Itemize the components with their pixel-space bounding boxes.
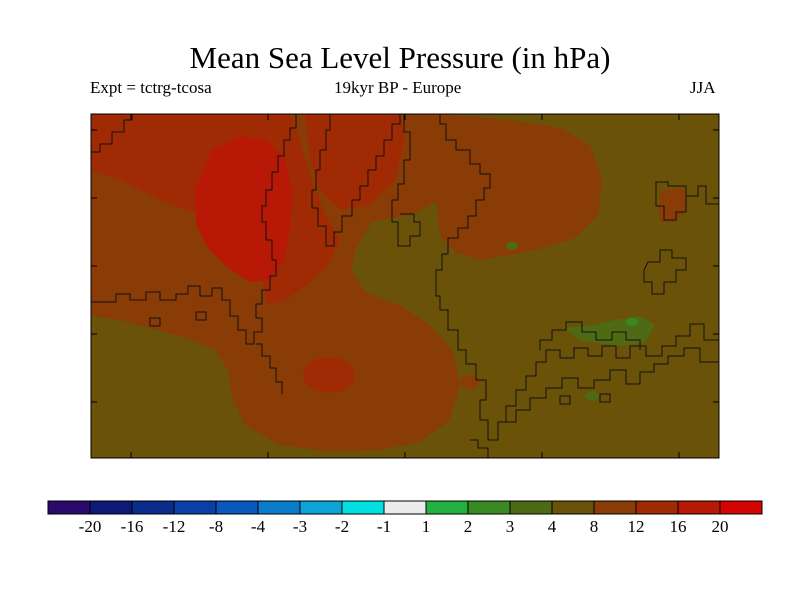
colorbar-label: -12 [162,517,186,536]
colorbar-label: -16 [120,517,144,536]
colorbar-label: 8 [589,517,599,536]
season-label: JJA [690,78,716,97]
coastline-iberia [256,343,283,394]
field-8-12-italy [460,375,480,389]
field-3-4-north [506,242,518,250]
coastline-islands [149,311,611,405]
field-16-20 [195,136,292,282]
coastline-mediterranean [506,347,719,423]
colorbar-label: 20 [711,517,729,536]
coastline-north-africa [470,439,489,458]
colorbar-label: -3 [292,517,308,536]
coastline-north-east [435,114,719,441]
colorbar [47,500,763,515]
colorbar-swatch [257,500,301,515]
colorbar-swatch [215,500,259,515]
coastline-scandinavia-east [311,114,401,247]
colorbar-label: 4 [547,517,557,536]
experiment-label: Expt = tctrg-tcosa [90,78,212,97]
coastline-caspian [643,249,687,295]
field-8-12-far-east [658,188,686,222]
colorbar-label: 12 [627,517,645,536]
coastline-far-east-2 [655,190,687,221]
colorbar-label: -4 [250,517,266,536]
colorbar-swatch [467,500,511,515]
colorbar-label: -2 [334,517,350,536]
field-3-4-south [585,391,599,401]
colorbar-label: 1 [421,517,431,536]
colorbar-swatch [509,500,553,515]
colorbar-swatch [425,500,469,515]
coastlines [91,114,719,458]
colorbar-label: -1 [376,517,392,536]
colorbar-swatch [299,500,343,515]
field-12-16-iberia [303,357,355,393]
colorbar-swatch [47,500,91,515]
field-2-3 [626,318,638,326]
colorbar-swatch [719,500,763,515]
pressure-field [91,114,719,458]
colorbar-swatch [131,500,175,515]
colorbar-swatch [89,500,133,515]
coastline-black-sea [539,321,641,350]
coastline-scandinavia-west [91,114,297,345]
colorbar-label: 2 [463,517,473,536]
period-label: 19kyr BP - Europe [334,78,462,97]
colorbar-label: 3 [505,517,515,536]
colorbar-swatch [341,500,385,515]
field-12-16-north [305,114,405,210]
colorbar-swatch [593,500,637,515]
colorbar-swatch [677,500,721,515]
map-title: Mean Sea Level Pressure (in hPa) [189,40,611,75]
colorbar-label: -8 [208,517,224,536]
coastline-baltic [391,114,421,247]
colorbar-label: 16 [669,517,687,536]
colorbar-label: -20 [78,517,102,536]
colorbar-swatch [635,500,679,515]
field-8-12-east [436,114,602,260]
colorbar-swatch [383,500,427,515]
colorbar-swatch [551,500,595,515]
axis-ticks [91,114,719,458]
colorbar-swatch [173,500,217,515]
coastline-northwest [91,114,133,153]
